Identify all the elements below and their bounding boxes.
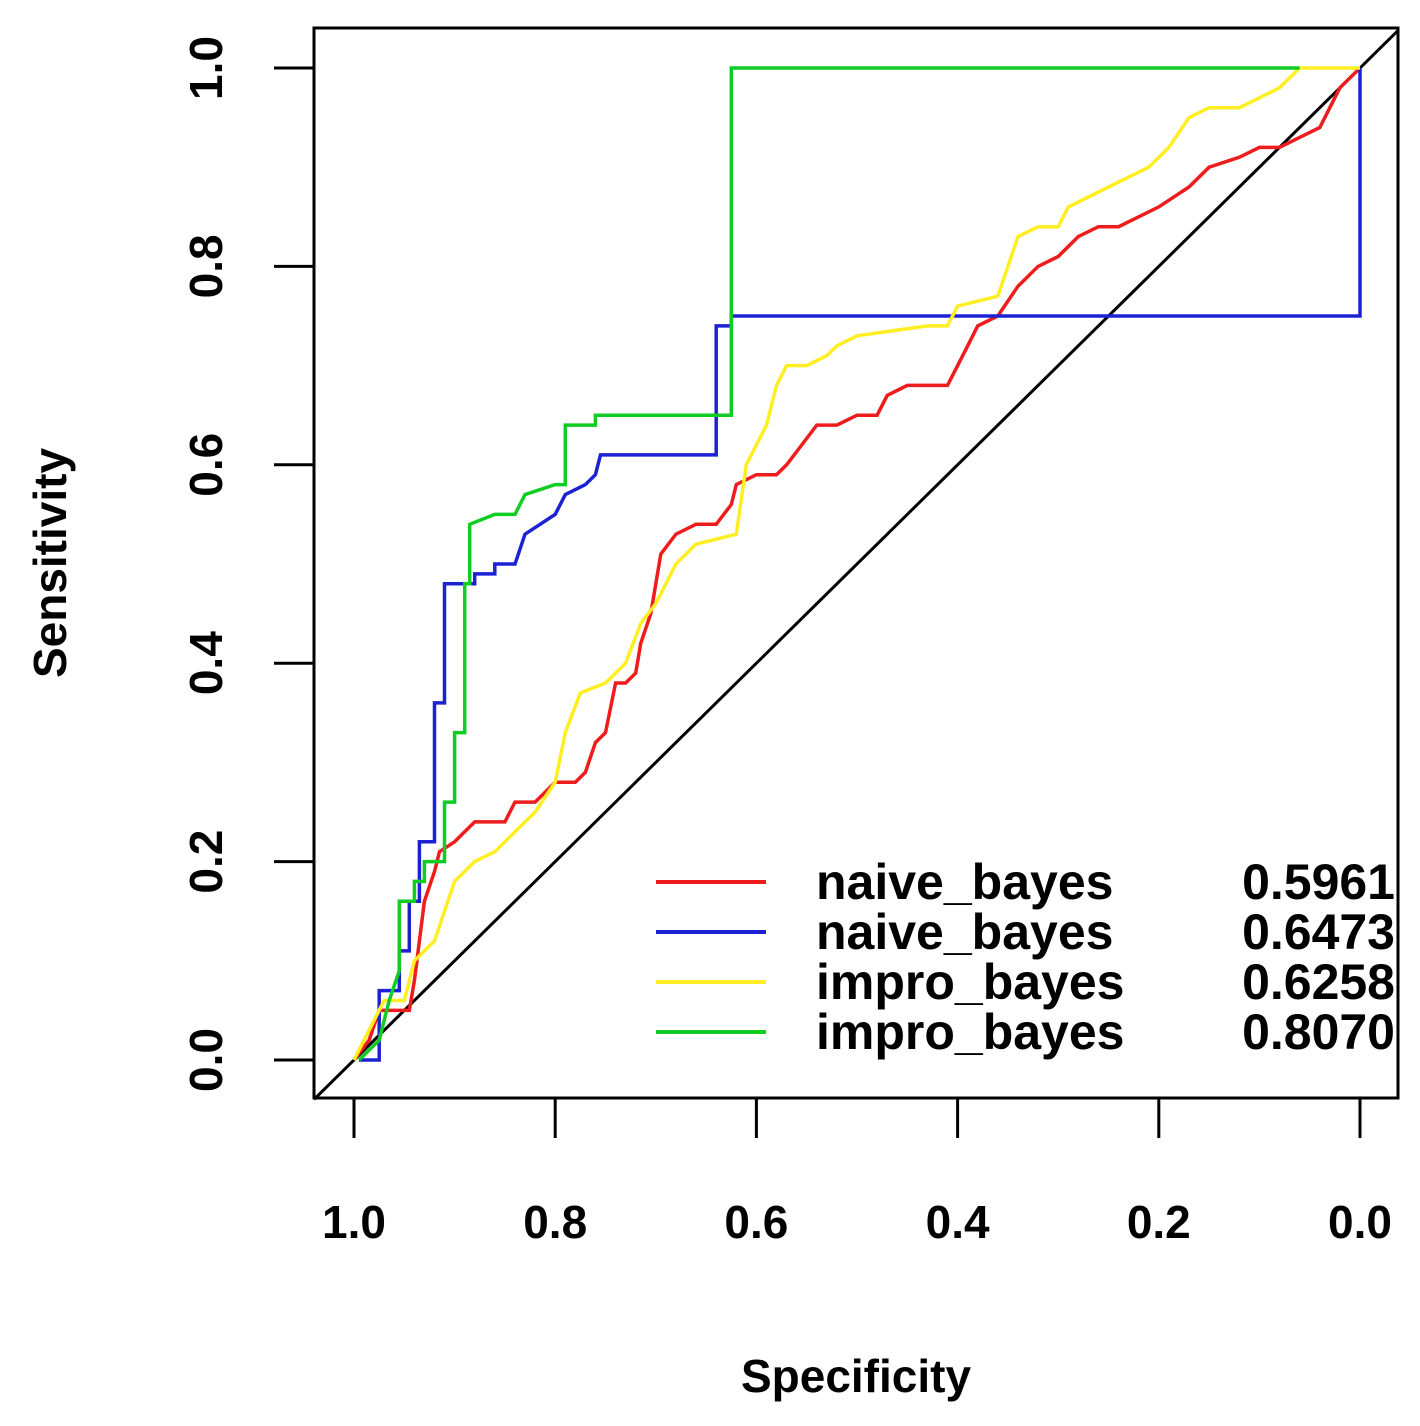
legend-auc-value: 0.6473 bbox=[1242, 904, 1395, 960]
x-axis-title: Specificity bbox=[741, 1350, 972, 1402]
roc-line-naive-bayes-1 bbox=[352, 66, 1362, 1062]
y-tick-label: 0.0 bbox=[180, 1028, 232, 1092]
y-tick-label: 1.0 bbox=[180, 36, 232, 100]
legend-auc-value: 0.5961 bbox=[1242, 854, 1395, 910]
y-tick-label: 0.4 bbox=[180, 631, 232, 695]
roc-line-naive-bayes-2 bbox=[359, 68, 1362, 1062]
legend-series-name: impro_bayes bbox=[816, 1004, 1124, 1060]
y-tick-label: 0.6 bbox=[180, 433, 232, 497]
x-tick-label: 1.0 bbox=[322, 1196, 386, 1248]
roc-line-impro-bayes-3 bbox=[352, 66, 1360, 1061]
legend-series-name: naive_bayes bbox=[816, 854, 1113, 910]
chance-diagonal-line bbox=[312, 29, 1400, 1101]
x-tick-label: 0.6 bbox=[724, 1196, 788, 1248]
y-tick-label: 0.8 bbox=[180, 234, 232, 298]
y-axis-title: Sensitivity bbox=[24, 448, 76, 679]
x-tick-label: 0.4 bbox=[926, 1196, 990, 1248]
y-tick-label: 0.2 bbox=[180, 830, 232, 894]
roc-line-impro-bayes-4 bbox=[357, 66, 1300, 1062]
x-tick-label: 0.2 bbox=[1127, 1196, 1191, 1248]
x-tick-label: 0.8 bbox=[523, 1196, 587, 1248]
legend-auc-value: 0.8070 bbox=[1242, 1004, 1395, 1060]
reference-layer bbox=[312, 29, 1400, 1101]
axes-layer: 1.0 0.8 0.6 0.4 0.2 0.0 0.0 0.2 0.4 0.6 0.8 1.0 bbox=[180, 36, 1392, 1248]
series-layer bbox=[352, 66, 1362, 1062]
legend-auc-value: 0.6258 bbox=[1242, 954, 1395, 1010]
legend: naive_bayes 0.5961 naive_bayes 0.6473 impro_… bbox=[656, 854, 1395, 1060]
legend-series-name: naive_bayes bbox=[816, 904, 1113, 960]
x-tick-label: 0.0 bbox=[1328, 1196, 1392, 1248]
plot-frame bbox=[312, 26, 1400, 1100]
legend-series-name: impro_bayes bbox=[816, 954, 1124, 1010]
